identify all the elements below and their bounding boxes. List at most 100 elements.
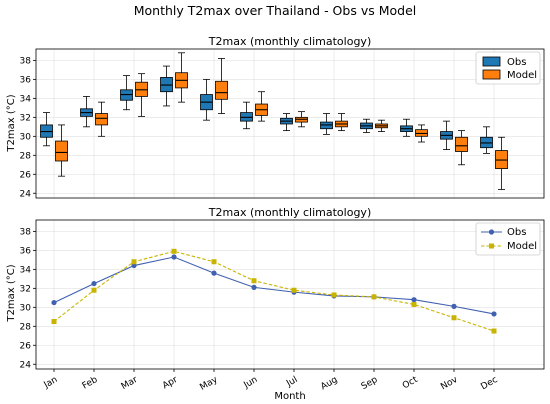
point-model-apr — [171, 248, 177, 254]
point-model-feb — [91, 287, 97, 293]
x-tick-label: Sep — [360, 375, 380, 392]
y-tick-label: 34 — [20, 265, 32, 275]
point-model-jan — [51, 319, 57, 325]
box-model-mar — [135, 73, 148, 117]
boxplot-ylabel: T2max (°C) — [6, 94, 17, 152]
x-tick-label: Feb — [81, 375, 100, 392]
point-obs-nov — [451, 303, 457, 309]
lineplot-panel: T2max (monthly climatology) T2max (°C) M… — [6, 206, 545, 402]
legend-model-label: Model — [507, 241, 537, 252]
legend-obs-swatch — [482, 56, 501, 67]
box-model-apr — [175, 52, 188, 103]
box-obs-apr — [160, 65, 173, 107]
boxplot-legend: Obs Model — [475, 51, 541, 85]
lineplot-title: T2max (monthly climatology) — [208, 206, 371, 219]
box-obs-mar — [120, 75, 133, 111]
point-obs-apr — [171, 254, 177, 260]
x-tick-label: Apr — [161, 375, 180, 392]
legend-model-swatch — [482, 69, 501, 80]
point-obs-oct — [411, 297, 417, 303]
lineplot-legend: Obs Model — [475, 222, 541, 256]
y-tick-label: 38 — [20, 56, 32, 66]
legend-model-marker — [489, 243, 494, 249]
point-obs-dec — [491, 311, 497, 317]
point-model-nov — [451, 315, 457, 321]
lineplot-series — [51, 248, 497, 334]
box-model-dec — [495, 136, 508, 190]
point-obs-feb — [91, 280, 97, 287]
box-model-oct — [415, 124, 428, 143]
box-model-aug — [335, 113, 348, 132]
y-tick-label: 28 — [20, 151, 32, 161]
box-obs-sep — [360, 118, 373, 133]
lineplot-y-ticks: 24 26 28 30 32 34 36 38 — [20, 227, 36, 370]
y-tick-label: 26 — [20, 341, 32, 351]
box-model-jul — [295, 111, 308, 128]
box-obs-may — [200, 78, 213, 121]
point-obs-jun — [251, 284, 257, 290]
lineplot-xlabel: Month — [274, 391, 305, 402]
box-obs-aug — [320, 113, 333, 135]
boxplot-panel: T2max (monthly climatology) T2max (°C) 2… — [6, 35, 545, 199]
iqr-box — [455, 136, 468, 152]
point-model-jun — [251, 278, 257, 284]
box-obs-jan — [40, 112, 53, 147]
x-tick-label: Jun — [241, 375, 259, 391]
x-tick-label: Mar — [120, 375, 140, 392]
legend-obs-label: Obs — [507, 57, 526, 68]
box-obs-oct — [400, 118, 413, 137]
point-model-sep — [371, 294, 377, 300]
box-model-may — [215, 58, 228, 114]
iqr-box — [215, 80, 228, 100]
point-obs-jan — [51, 299, 57, 306]
legend-obs-label: Obs — [507, 227, 526, 238]
boxplot-boxes — [40, 52, 508, 190]
iqr-box — [95, 113, 108, 126]
point-obs-may — [211, 270, 217, 276]
y-tick-label: 32 — [20, 284, 31, 294]
point-model-oct — [411, 301, 417, 307]
box-model-jun — [255, 91, 268, 122]
y-tick-label: 26 — [20, 170, 32, 180]
box-model-jan — [55, 124, 68, 177]
y-tick-label: 28 — [20, 322, 32, 332]
y-tick-label: 36 — [20, 246, 32, 256]
x-tick-label: Nov — [439, 375, 460, 393]
lineplot-axes-frame — [35, 219, 545, 370]
box-model-nov — [455, 130, 468, 166]
y-tick-label: 30 — [20, 132, 32, 142]
series-line-model — [53, 250, 495, 332]
lineplot-grid — [36, 220, 544, 369]
x-tick-label: Dec — [479, 375, 499, 392]
box-model-sep — [375, 119, 388, 132]
box-obs-nov — [440, 120, 453, 150]
y-tick-label: 24 — [20, 360, 32, 370]
y-tick-label: 36 — [20, 75, 32, 85]
box-obs-feb — [80, 96, 93, 128]
x-tick-label: Oct — [401, 375, 420, 392]
boxplot-axes-frame — [35, 48, 545, 199]
box-obs-jun — [240, 101, 253, 130]
figure-suptitle: Monthly T2max over Thailand - Obs vs Mod… — [134, 3, 416, 18]
box-obs-dec — [480, 126, 493, 154]
legend-obs-marker — [488, 229, 495, 235]
x-tick-label: Aug — [319, 375, 339, 392]
point-model-may — [211, 259, 217, 265]
y-tick-label: 34 — [20, 94, 32, 104]
point-model-dec — [491, 328, 497, 334]
point-model-mar — [131, 259, 137, 265]
y-tick-label: 24 — [20, 189, 32, 199]
y-tick-label: 30 — [20, 303, 32, 313]
lineplot-ylabel: T2max (°C) — [6, 264, 17, 322]
point-model-jul — [291, 287, 297, 293]
y-tick-label: 32 — [20, 113, 31, 123]
x-tick-label: May — [198, 375, 220, 393]
x-tick-label: Jul — [284, 375, 299, 390]
point-model-aug — [331, 292, 337, 298]
box-model-feb — [95, 101, 108, 137]
boxplot-title: T2max (monthly climatology) — [208, 35, 371, 48]
series-line-obs — [53, 256, 495, 315]
boxplot-y-ticks: 24 26 28 30 32 34 36 38 — [20, 56, 36, 199]
lineplot-x-ticks: Jan Feb Mar Apr May Jun Jul Aug Sep Oct Nov Dec — [42, 369, 500, 393]
